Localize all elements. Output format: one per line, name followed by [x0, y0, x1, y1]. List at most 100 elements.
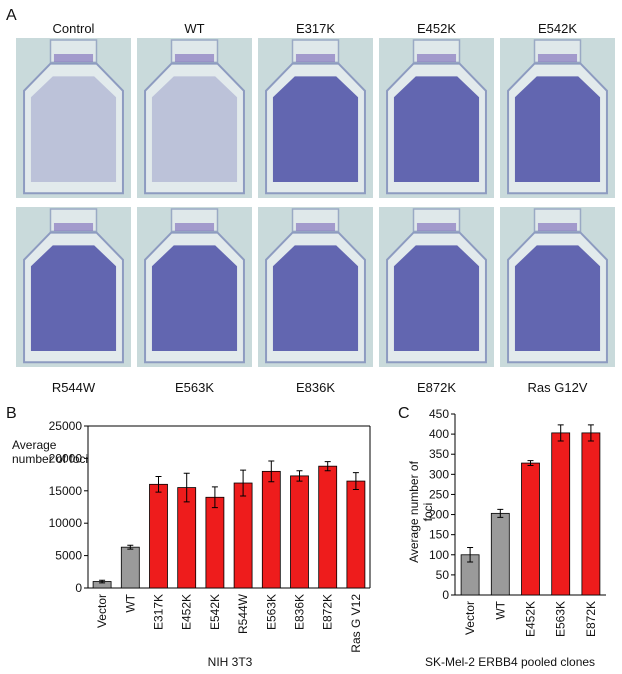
- panel-label: A: [6, 7, 17, 24]
- condition-label: E872K: [417, 380, 456, 395]
- condition-label: E317K: [296, 21, 335, 36]
- y-tick-label: 250: [429, 487, 449, 501]
- bar: [318, 465, 338, 589]
- error-bar: [268, 460, 275, 483]
- x-tick-label: Vector: [95, 594, 109, 628]
- cell-stain: [151, 245, 238, 351]
- x-tick-label: E452K: [180, 594, 194, 630]
- error-bar: [324, 461, 331, 472]
- flask-photo: [379, 207, 494, 367]
- flask-photo: [16, 207, 131, 367]
- y-tick-label: 10000: [49, 516, 83, 530]
- error-bar: [527, 460, 534, 466]
- x-tick-label: E542K: [208, 594, 222, 630]
- condition-label: E452K: [417, 21, 456, 36]
- error-bar: [240, 469, 247, 497]
- x-axis-title: NIH 3T3: [208, 655, 253, 669]
- y-tick-label: 400: [429, 427, 449, 441]
- y-tick-label: 300: [429, 467, 449, 481]
- condition-label: Control: [53, 21, 95, 36]
- panel-label: B: [6, 405, 17, 422]
- y-tick-label: 25000: [49, 419, 83, 433]
- bar: [149, 483, 168, 589]
- cell-stain: [514, 76, 601, 182]
- error-bar: [296, 470, 303, 482]
- cell-stain: [393, 76, 480, 182]
- cell-stain: [514, 245, 601, 351]
- flask-cap-stain: [295, 223, 336, 231]
- bar: [261, 470, 281, 589]
- x-tick-label: E872K: [321, 594, 335, 630]
- bar: [521, 462, 540, 596]
- cell-stain: [393, 245, 480, 351]
- flask-cap-stain: [53, 223, 94, 231]
- y-tick-label: 5000: [55, 549, 82, 563]
- flask-cap-stain: [295, 54, 336, 62]
- flask-cap-stain: [174, 223, 215, 231]
- condition-label: R544W: [52, 380, 96, 395]
- x-tick-label: E836K: [293, 594, 307, 630]
- x-tick-label: WT: [493, 600, 507, 619]
- bar: [233, 482, 253, 589]
- flask-cap-stain: [537, 223, 578, 231]
- flask-cap-stain: [416, 54, 457, 62]
- flask-body: [23, 62, 124, 195]
- flask-photo: [258, 207, 373, 367]
- flask-cap-stain: [53, 54, 94, 62]
- bar: [581, 432, 601, 596]
- bar: [346, 480, 366, 589]
- y-axis-title: Average number of foci: [12, 438, 89, 466]
- x-tick-label: E563K: [264, 594, 278, 630]
- y-tick-label: 200: [429, 508, 449, 522]
- y-tick-label: 350: [429, 447, 449, 461]
- flask-photo: [500, 207, 615, 367]
- flask-photo: [258, 38, 373, 198]
- bar: [205, 496, 225, 589]
- error-bar: [557, 424, 564, 442]
- cell-stain: [272, 76, 359, 182]
- condition-label: E836K: [296, 380, 335, 395]
- error-bar: [211, 486, 218, 509]
- flask-photo: [137, 207, 252, 367]
- flask-photo: [500, 38, 615, 198]
- flask-photo: [16, 38, 131, 198]
- flask-photo: [137, 38, 252, 198]
- condition-label: Ras G12V: [528, 380, 588, 395]
- y-tick-label: 450: [429, 407, 449, 421]
- condition-label: WT: [184, 21, 204, 36]
- x-tick-label: WT: [123, 593, 137, 612]
- y-tick-label: 0: [442, 588, 449, 602]
- bar: [490, 512, 510, 596]
- flask-photo: [379, 38, 494, 198]
- x-tick-label: Ras G V12: [349, 594, 363, 653]
- error-bar: [352, 472, 359, 491]
- x-tick-label: E317K: [152, 594, 166, 630]
- y-tick-label: 0: [75, 581, 82, 595]
- cell-stain: [30, 76, 117, 182]
- cell-stain: [272, 245, 359, 351]
- flask-cap-stain: [416, 223, 457, 231]
- y-tick-label: 20000: [49, 451, 83, 465]
- y-tick-label: 15000: [49, 484, 83, 498]
- y-tick-label: 100: [429, 548, 449, 562]
- error-bar: [183, 472, 190, 503]
- bar: [177, 487, 197, 589]
- condition-label: E542K: [538, 21, 577, 36]
- error-bar: [587, 424, 594, 442]
- y-axis-title: Average number of foci: [407, 461, 435, 563]
- error-bar: [155, 476, 162, 493]
- x-tick-label: E452K: [524, 601, 538, 637]
- x-axis-title: SK-Mel-2 ERBB4 pooled clones: [425, 655, 595, 669]
- cell-stain: [30, 245, 117, 351]
- y-tick-label: 150: [429, 528, 449, 542]
- bar: [551, 432, 571, 596]
- x-tick-label: R544W: [236, 593, 250, 634]
- bar: [120, 546, 140, 589]
- y-tick-label: 50: [436, 568, 450, 582]
- flask-body: [144, 62, 245, 195]
- cell-stain: [151, 76, 238, 182]
- x-tick-label: E872K: [584, 601, 598, 637]
- flask-cap-stain: [537, 54, 578, 62]
